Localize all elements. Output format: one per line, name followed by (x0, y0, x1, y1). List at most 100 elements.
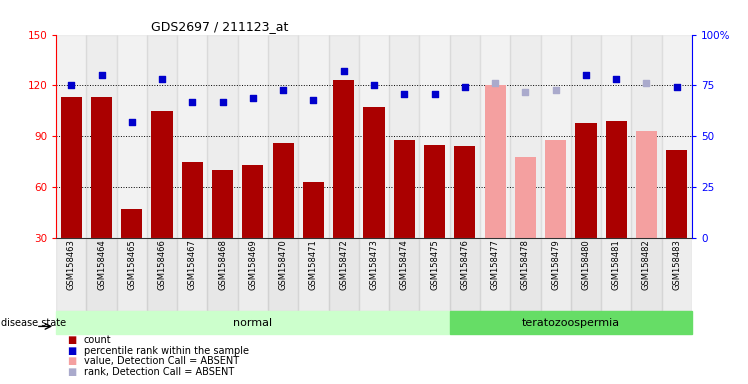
Bar (420, 238, 450, 311)
Bar (333, 80, 355, 238)
Text: ■: ■ (67, 335, 76, 345)
Bar (541, 35, 571, 238)
Bar (480, 35, 510, 238)
Bar (121, 209, 142, 238)
Bar (541, 238, 571, 311)
Bar (207, 35, 238, 238)
Text: GSM158464: GSM158464 (97, 240, 106, 290)
Point (580, 72, 592, 78)
Text: GSM158471: GSM158471 (309, 240, 318, 290)
Text: GSM158473: GSM158473 (370, 240, 378, 290)
Text: GSM158470: GSM158470 (279, 240, 288, 290)
Bar (510, 238, 541, 311)
Point (338, 68, 350, 74)
Bar (328, 35, 359, 238)
Point (671, 84, 683, 91)
Point (640, 80, 652, 86)
Bar (571, 35, 601, 238)
Bar (393, 140, 415, 238)
Bar (450, 311, 692, 334)
Point (610, 76, 622, 83)
Bar (298, 35, 328, 238)
Bar (389, 238, 420, 311)
Text: ■: ■ (67, 346, 76, 356)
Point (126, 119, 138, 125)
Bar (242, 165, 263, 238)
Text: value, Detection Call = ABSENT: value, Detection Call = ABSENT (84, 356, 239, 366)
Text: GSM158483: GSM158483 (672, 240, 681, 290)
Bar (601, 238, 631, 311)
Text: teratozoospermia: teratozoospermia (522, 318, 620, 328)
Bar (268, 35, 298, 238)
Bar (636, 131, 657, 238)
Point (459, 84, 470, 91)
Bar (182, 162, 203, 238)
Bar (117, 238, 147, 311)
Text: GSM158466: GSM158466 (158, 240, 167, 290)
Bar (91, 97, 112, 238)
Bar (480, 238, 510, 311)
Bar (56, 311, 450, 334)
Bar (359, 35, 389, 238)
Bar (666, 150, 687, 238)
Bar (454, 147, 476, 238)
Text: GSM158479: GSM158479 (551, 240, 560, 290)
Bar (662, 35, 692, 238)
Bar (303, 182, 324, 238)
Bar (272, 143, 294, 238)
Point (519, 88, 531, 94)
Point (217, 99, 229, 105)
Text: GSM158465: GSM158465 (127, 240, 136, 290)
Text: ■: ■ (67, 367, 76, 377)
Text: disease state: disease state (1, 318, 66, 328)
Point (186, 99, 198, 105)
Bar (364, 108, 384, 238)
Bar (450, 238, 480, 311)
Bar (268, 238, 298, 311)
Point (550, 86, 562, 93)
Bar (631, 35, 662, 238)
Text: count: count (84, 335, 111, 345)
Point (398, 91, 410, 97)
Bar (147, 238, 177, 311)
Bar (56, 238, 86, 311)
Text: GDS2697 / 211123_at: GDS2697 / 211123_at (151, 20, 289, 33)
Text: GSM158469: GSM158469 (248, 240, 257, 290)
Point (156, 76, 168, 83)
Point (96, 72, 108, 78)
Point (429, 91, 441, 97)
Bar (61, 97, 82, 238)
Bar (510, 35, 541, 238)
Bar (450, 35, 480, 238)
Text: rank, Detection Call = ABSENT: rank, Detection Call = ABSENT (84, 367, 234, 377)
Bar (147, 35, 177, 238)
Bar (86, 238, 117, 311)
Bar (359, 238, 389, 311)
Text: GSM158468: GSM158468 (218, 240, 227, 290)
Text: GSM158463: GSM158463 (67, 240, 76, 290)
Bar (56, 35, 86, 238)
Text: GSM158474: GSM158474 (399, 240, 408, 290)
Point (307, 97, 319, 103)
Text: GSM158478: GSM158478 (521, 240, 530, 290)
Text: GSM158480: GSM158480 (581, 240, 590, 290)
Bar (212, 170, 233, 238)
Bar (575, 123, 596, 238)
Bar (606, 121, 627, 238)
Bar (177, 35, 207, 238)
Text: GSM158477: GSM158477 (491, 240, 500, 290)
Bar (328, 238, 359, 311)
Bar (420, 35, 450, 238)
Bar (207, 238, 238, 311)
Point (368, 83, 380, 89)
Bar (545, 140, 566, 238)
Text: GSM158475: GSM158475 (430, 240, 439, 290)
Bar (601, 35, 631, 238)
Text: percentile rank within the sample: percentile rank within the sample (84, 346, 249, 356)
Point (489, 80, 501, 86)
Text: normal: normal (233, 318, 272, 328)
Bar (177, 238, 207, 311)
Bar (485, 86, 506, 238)
Text: GSM158482: GSM158482 (642, 240, 651, 290)
Bar (151, 111, 173, 238)
